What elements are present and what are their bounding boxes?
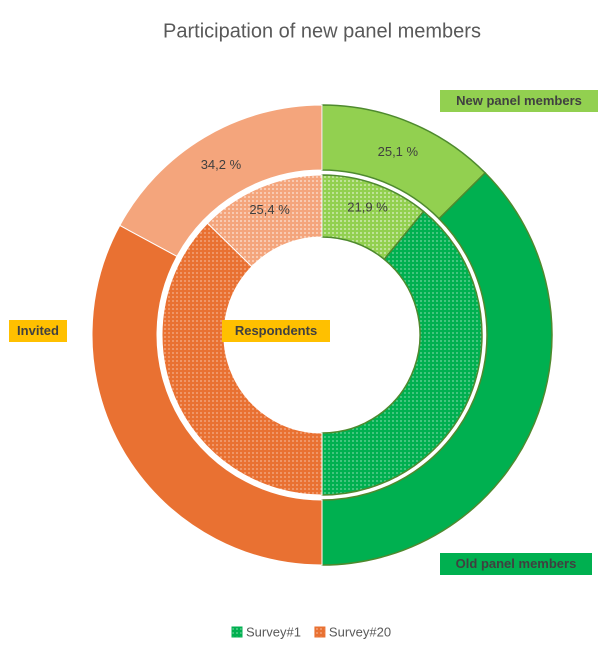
legend-label: Survey#1 xyxy=(246,624,301,639)
ring-label-box xyxy=(9,320,67,342)
category-label: New panel members xyxy=(456,93,582,108)
data-label: 25,1 % xyxy=(378,144,419,159)
data-label: 34,2 % xyxy=(201,157,242,172)
ring-label: Respondents xyxy=(235,323,317,338)
ring-segment xyxy=(91,224,323,566)
category-label-box xyxy=(440,90,598,112)
data-label: 25,4 % xyxy=(249,202,290,217)
ring-label: Invited xyxy=(17,323,59,338)
legend-swatch xyxy=(314,626,326,638)
category-label: Old panel members xyxy=(456,556,577,571)
chart-title: Participation of new panel members xyxy=(163,20,481,42)
legend-swatch xyxy=(231,626,243,638)
legend-label: Survey#20 xyxy=(329,624,391,639)
category-label-box xyxy=(440,553,592,575)
ring-label-box xyxy=(222,320,330,342)
ring-segment xyxy=(321,171,553,566)
ring-segment xyxy=(321,210,483,496)
data-label: 21,9 % xyxy=(347,199,388,214)
